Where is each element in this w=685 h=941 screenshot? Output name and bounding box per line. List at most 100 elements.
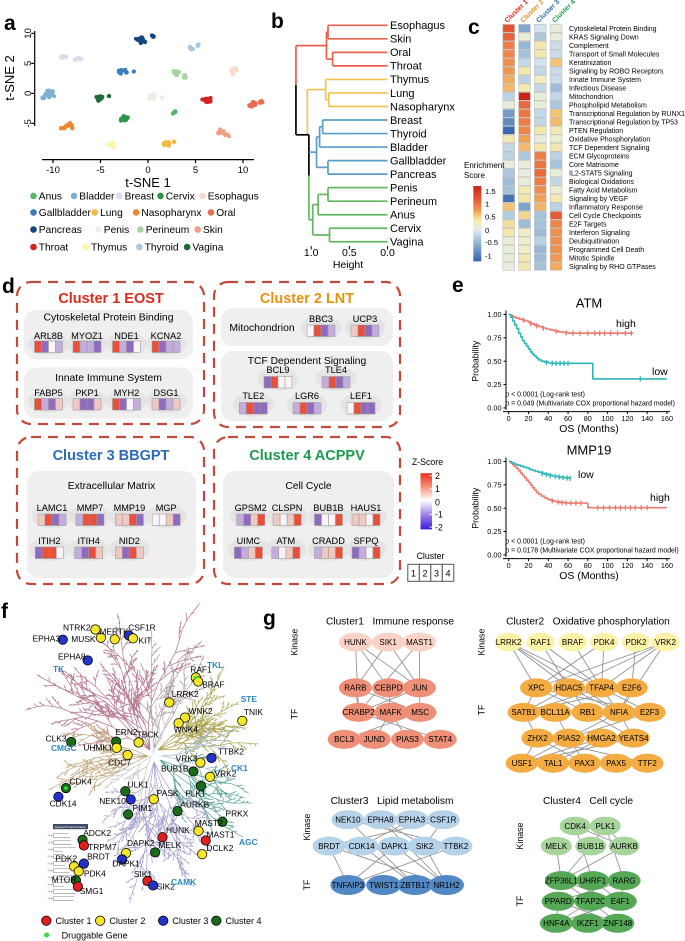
svg-text:0.75: 0.75 — [487, 480, 501, 489]
svg-text:PAX5: PAX5 — [606, 759, 626, 768]
svg-text:TF: TF — [302, 879, 312, 890]
svg-text:Keratinization: Keratinization — [569, 60, 612, 67]
svg-text:Perineum: Perineum — [390, 196, 437, 208]
svg-text:b: b — [271, 10, 284, 33]
svg-text:PASK: PASK — [157, 788, 179, 798]
svg-text:Vagina: Vagina — [390, 237, 424, 249]
svg-text:0: 0 — [507, 414, 511, 423]
svg-text:d: d — [2, 275, 15, 298]
svg-text:ITIH2: ITIH2 — [38, 536, 60, 546]
svg-text:Transport of Small Molecules: Transport of Small Molecules — [569, 51, 660, 58]
svg-text:MMP19: MMP19 — [114, 503, 146, 513]
svg-text:Transcriptional Regulation by: Transcriptional Regulation by RUNX1 — [569, 111, 685, 118]
svg-text:LEF1: LEF1 — [350, 391, 372, 401]
svg-text:Perineum: Perineum — [146, 225, 190, 236]
svg-text:KIT: KIT — [139, 636, 152, 646]
svg-text:Probability: Probability — [471, 487, 481, 529]
svg-text:Mitotic Spindle: Mitotic Spindle — [569, 255, 615, 262]
svg-text:0.5: 0.5 — [485, 213, 496, 222]
svg-text:100: 100 — [602, 561, 614, 570]
svg-text:-1: -1 — [485, 251, 492, 260]
svg-text:Oxidative Phosphorylation: Oxidative Phosphorylation — [569, 136, 650, 143]
svg-text:PRKX: PRKX — [226, 809, 249, 819]
svg-text:Cluster: Cluster — [417, 551, 445, 561]
svg-text:CRABP2: CRABP2 — [343, 708, 376, 717]
svg-text:TLE2: TLE2 — [242, 391, 264, 401]
svg-text:NID2: NID2 — [119, 536, 140, 546]
svg-text:60: 60 — [564, 414, 572, 423]
svg-text:ERN2: ERN2 — [115, 727, 138, 737]
svg-text:CDC7: CDC7 — [108, 757, 131, 767]
svg-text:PLK1: PLK1 — [185, 789, 206, 799]
svg-text:Nasopharynx: Nasopharynx — [141, 208, 201, 219]
svg-text:Thymus: Thymus — [390, 74, 430, 86]
svg-text:NTRK2: NTRK2 — [63, 623, 91, 633]
svg-text:Core Matrisome: Core Matrisome — [569, 162, 619, 169]
svg-text:Transcriptional Regulation by: Transcriptional Regulation by TP53 — [569, 119, 678, 126]
svg-text:-5: -5 — [23, 119, 34, 127]
svg-text:MTOR: MTOR — [52, 875, 77, 885]
svg-text:AK1: AK1 — [48, 891, 53, 894]
svg-text:Mitochondrion: Mitochondrion — [229, 323, 294, 334]
svg-text:MGP: MGP — [156, 503, 177, 513]
svg-text:p < 0.0001 (Log-rank test): p < 0.0001 (Log-rank test) — [504, 391, 585, 398]
svg-text:60: 60 — [564, 561, 572, 570]
svg-text:BRDT: BRDT — [87, 852, 110, 862]
svg-text:MYH2: MYH2 — [114, 388, 140, 398]
svg-text:Cluster3 Lipid metabolism: Cluster3 Lipid metabolism — [331, 796, 454, 807]
svg-text:Mitochondrion: Mitochondrion — [569, 94, 613, 101]
svg-text:Cluster 4 ACPPV: Cluster 4 ACPPV — [249, 448, 365, 464]
svg-text:HNF4A: HNF4A — [543, 919, 570, 928]
svg-text:AK1: AK1 — [48, 835, 53, 838]
svg-text:PKP1: PKP1 — [75, 388, 99, 398]
svg-text:UHMK1: UHMK1 — [83, 743, 113, 753]
svg-text:TTF2: TTF2 — [638, 759, 658, 768]
svg-text:KRAS Signaling Down: KRAS Signaling Down — [569, 34, 639, 41]
svg-text:NDE1: NDE1 — [114, 331, 139, 341]
svg-text:Signaling by VEGF: Signaling by VEGF — [569, 196, 628, 203]
svg-text:YEATS4: YEATS4 — [618, 734, 649, 743]
svg-text:t-SNE 1: t-SNE 1 — [125, 175, 171, 190]
svg-text:CSF1R: CSF1R — [430, 816, 456, 825]
svg-text:BCL3: BCL3 — [334, 735, 355, 744]
svg-text:ATM: ATM — [576, 296, 602, 311]
svg-text:TTBK2: TTBK2 — [218, 747, 244, 757]
svg-text:0.5: 0.5 — [342, 247, 357, 259]
svg-text:TCF Dependent Signaling: TCF Dependent Signaling — [569, 145, 650, 152]
svg-text:NR1H2: NR1H2 — [433, 881, 460, 890]
svg-text:TRPM7: TRPM7 — [88, 842, 117, 852]
svg-text:40: 40 — [544, 561, 552, 570]
svg-text:0.25: 0.25 — [487, 380, 501, 389]
svg-text:TNIK: TNIK — [244, 707, 263, 717]
svg-text:PDK2: PDK2 — [626, 638, 647, 647]
svg-text:AK1: AK1 — [48, 898, 53, 901]
svg-text:g: g — [263, 607, 276, 630]
svg-text:0: 0 — [435, 497, 440, 507]
svg-text:DSG1: DSG1 — [153, 388, 178, 398]
svg-text:1: 1 — [435, 484, 440, 494]
svg-text:low: low — [578, 469, 594, 481]
svg-text:Extracellular Matrix: Extracellular Matrix — [68, 481, 156, 492]
svg-text:Kinase: Kinase — [290, 629, 300, 656]
svg-text:PIM1: PIM1 — [133, 803, 153, 813]
svg-text:AK1: AK1 — [48, 849, 53, 852]
svg-text:a: a — [4, 12, 16, 35]
svg-text:0.25: 0.25 — [487, 527, 501, 536]
svg-text:PIAS3: PIAS3 — [396, 735, 419, 744]
svg-text:Height: Height — [333, 259, 363, 271]
svg-text:0: 0 — [23, 91, 34, 96]
svg-text:EPHA8: EPHA8 — [367, 816, 394, 825]
svg-text:AURKB: AURKB — [180, 800, 209, 810]
svg-text:HDAC5: HDAC5 — [555, 684, 583, 693]
svg-text:Thyroid: Thyroid — [145, 243, 179, 254]
svg-text:E2F Targets: E2F Targets — [569, 221, 607, 228]
svg-text:ZFP36L1: ZFP36L1 — [545, 876, 578, 885]
svg-text:Esophagus: Esophagus — [390, 20, 446, 32]
svg-text:MYOZ1: MYOZ1 — [71, 331, 103, 341]
svg-text:MAFK: MAFK — [379, 708, 402, 717]
svg-text:BRAF: BRAF — [202, 680, 224, 690]
svg-text:RARB: RARB — [344, 684, 366, 693]
svg-text:Nasopharynx: Nasopharynx — [390, 101, 455, 113]
svg-text:HUNK: HUNK — [166, 825, 190, 835]
svg-text:LRRK2: LRRK2 — [496, 638, 522, 647]
